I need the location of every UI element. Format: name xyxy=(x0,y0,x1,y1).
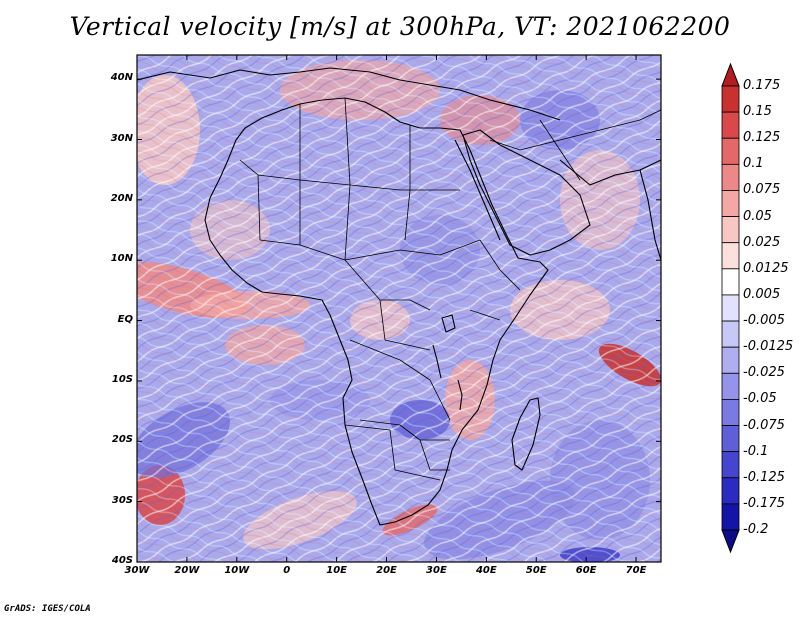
colorbar-label: 0.025 xyxy=(743,234,781,250)
persian-gulf xyxy=(559,159,661,186)
colorbar-label: 0.125 xyxy=(743,130,781,146)
x-axis-ticks xyxy=(136,55,637,562)
mediterranean-north xyxy=(137,67,561,121)
colorbar-label: 0.075 xyxy=(743,182,781,198)
colorbar-max-arrow xyxy=(721,62,740,87)
colorbar-label: -0.1 xyxy=(743,443,769,459)
lake-tanganyika xyxy=(432,344,442,379)
madagascar xyxy=(511,397,541,471)
x-tick-label: 0 xyxy=(283,565,291,576)
colorbar-swatch xyxy=(721,503,740,531)
colorbar-label: 0.15 xyxy=(743,104,772,120)
colorbar-swatch xyxy=(721,268,740,296)
map-title: Vertical velocity [m/s] at 300hPa, VT: 2… xyxy=(69,12,731,41)
y-tick-label: 20S xyxy=(111,434,133,446)
colorbar-swatch xyxy=(721,372,740,400)
colorbar-label: 0.1 xyxy=(743,156,764,172)
y-tick-label: 10S xyxy=(111,373,133,385)
y-tick-label: 40S xyxy=(111,555,133,566)
y-tick-label: EQ xyxy=(117,313,133,325)
x-tick-label: 50E xyxy=(525,565,547,576)
colorbar-min-arrow xyxy=(721,529,740,554)
colorbar-swatch xyxy=(721,137,740,165)
y-tick-label: 20N xyxy=(110,192,133,204)
red-sea xyxy=(454,139,501,241)
x-tick-label: 60E xyxy=(575,565,597,576)
x-tick-label: 10W xyxy=(224,565,250,576)
colorbar-label: -0.075 xyxy=(743,417,785,433)
africa-coastline xyxy=(204,97,549,526)
colorbar-label: -0.025 xyxy=(743,365,785,381)
colorbar-swatch xyxy=(721,294,740,322)
colorbar-label: -0.05 xyxy=(743,391,777,407)
colorbar-label: -0.0125 xyxy=(743,339,794,355)
y-tick-label: 40N xyxy=(110,72,133,84)
colorbar-swatch xyxy=(721,216,740,244)
colorbar-label: 0.175 xyxy=(743,78,781,93)
colorbar-label: -0.175 xyxy=(743,495,785,511)
grads-credit: GrADS: IGES/COLA xyxy=(4,604,91,614)
x-tick-label: 70E xyxy=(625,565,647,576)
x-tick-label: 20W xyxy=(174,565,200,576)
y-tick-label: 30N xyxy=(110,132,133,144)
india-coast xyxy=(639,169,661,261)
y-tick-label: 30S xyxy=(111,494,133,506)
colorbar-label: 0.0125 xyxy=(743,260,789,276)
y-axis-ticks xyxy=(137,78,661,563)
x-tick-label: 20E xyxy=(376,565,397,576)
x-tick-label: 30E xyxy=(426,565,447,576)
velocity-field xyxy=(137,55,661,562)
arabian-peninsula xyxy=(462,129,591,256)
colorbar-swatch xyxy=(721,425,740,453)
x-tick-label: 10E xyxy=(326,565,347,576)
x-tick-label: 40E xyxy=(475,565,497,576)
colorbar-swatch xyxy=(721,451,740,479)
colorbar-swatch xyxy=(721,242,740,270)
map-frame xyxy=(136,54,662,563)
lake-malawi xyxy=(457,379,463,411)
country-borders xyxy=(239,97,661,481)
colorbar-swatch xyxy=(721,111,740,139)
colorbar-label: -0.005 xyxy=(743,313,785,329)
colorbar-label: 0.005 xyxy=(743,286,781,302)
colorbar-swatch xyxy=(721,163,740,191)
x-tick-label: 30W xyxy=(124,565,150,576)
colorbar-swatch xyxy=(721,320,740,348)
colorbar-label: 0.05 xyxy=(743,208,772,224)
lake-victoria xyxy=(441,314,456,333)
colorbar-swatch xyxy=(721,85,740,113)
colorbar-label: -0.2 xyxy=(743,522,769,537)
colorbar-swatch xyxy=(721,477,740,505)
colorbar xyxy=(721,62,740,554)
colorbar-swatch xyxy=(721,190,740,217)
colorbar-swatch xyxy=(721,399,740,426)
colorbar-swatch xyxy=(721,346,740,374)
colorbar-label: -0.125 xyxy=(743,469,785,485)
y-tick-label: 10N xyxy=(110,253,133,265)
coastlines-and-borders xyxy=(137,67,661,526)
